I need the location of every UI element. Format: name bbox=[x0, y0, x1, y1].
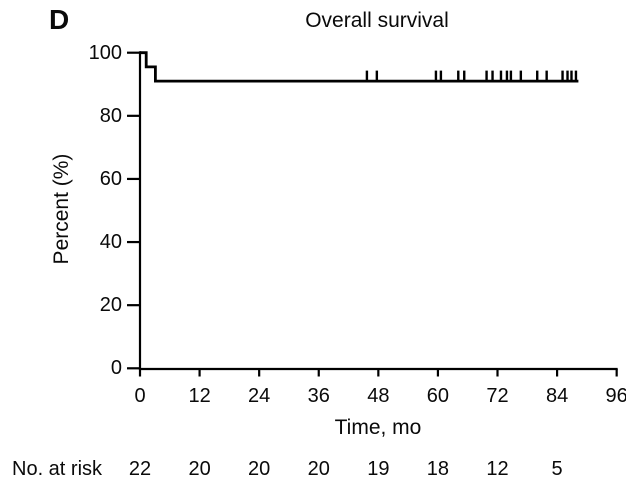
at-risk-value: 5 bbox=[551, 458, 563, 480]
x-tick-label: 12 bbox=[188, 385, 211, 407]
tick-marks bbox=[127, 51, 618, 377]
axes bbox=[138, 51, 618, 371]
y-tick-label: 60 bbox=[99, 167, 122, 190]
y-tick-label: 80 bbox=[99, 104, 122, 127]
at-risk-value: 22 bbox=[128, 458, 152, 480]
survival-curve bbox=[140, 51, 579, 83]
km-step-curve bbox=[140, 51, 579, 83]
at-risk-value: 19 bbox=[367, 458, 390, 480]
panel-label: D bbox=[49, 4, 70, 35]
at-risk-value: 18 bbox=[426, 458, 450, 480]
x-tick-label: 24 bbox=[248, 385, 271, 407]
at-risk-row-label: No. at risk bbox=[12, 458, 103, 480]
x-tick-label: 72 bbox=[486, 385, 509, 407]
x-tick-label: 84 bbox=[545, 385, 569, 407]
y-tick-label: 0 bbox=[110, 357, 122, 380]
x-axis-label: Time, mo bbox=[334, 416, 422, 439]
x-tick-label: 60 bbox=[426, 385, 450, 407]
censor-marks bbox=[365, 70, 578, 83]
y-tick-label: 40 bbox=[99, 231, 122, 254]
chart-title: Overall survival bbox=[305, 9, 449, 32]
at-risk-value: 20 bbox=[248, 458, 271, 480]
x-tick-label: 96 bbox=[605, 385, 626, 407]
at-risk-value: 20 bbox=[188, 458, 211, 480]
x-tick-label: 48 bbox=[367, 385, 390, 407]
at-risk-value: 12 bbox=[486, 458, 509, 480]
x-tick-label: 36 bbox=[307, 385, 330, 407]
y-tick-label: 100 bbox=[88, 41, 122, 64]
x-tick-label: 0 bbox=[134, 385, 146, 407]
at-risk-value: 20 bbox=[307, 458, 330, 480]
y-tick-label: 20 bbox=[99, 294, 122, 317]
